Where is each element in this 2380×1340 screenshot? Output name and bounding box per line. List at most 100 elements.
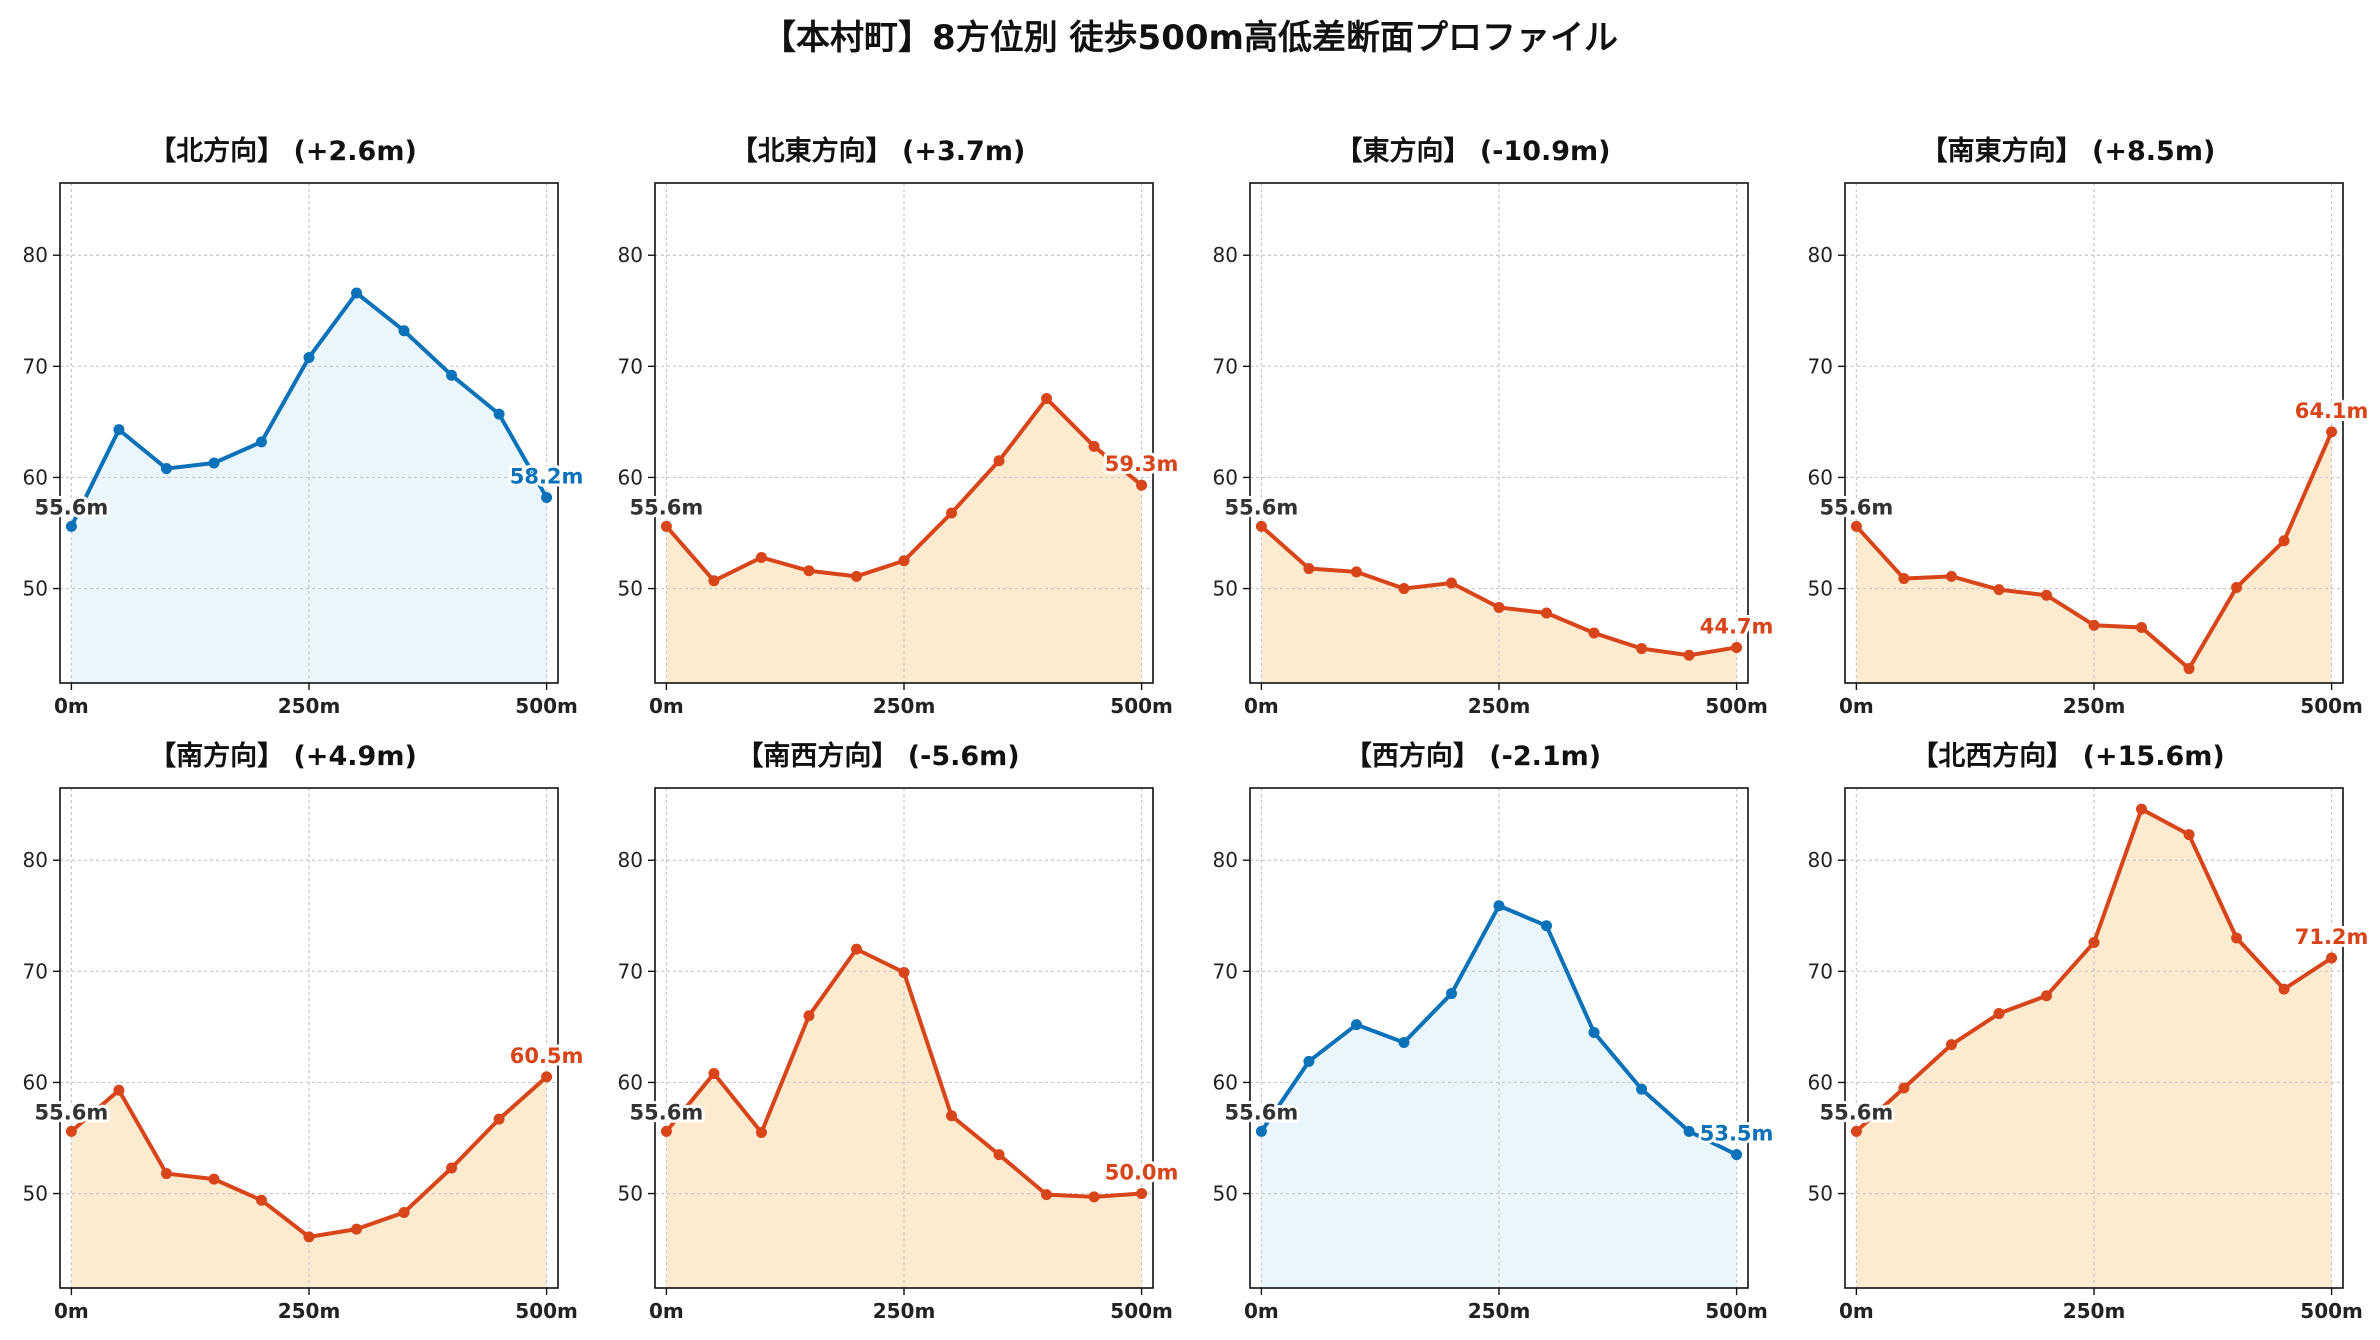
- data-point: [660, 520, 672, 532]
- y-tick-label: 70: [1808, 959, 1833, 983]
- data-point: [1850, 520, 1862, 532]
- end-value-label: 60.5m: [510, 1044, 584, 1068]
- data-point: [2326, 426, 2338, 438]
- data-point: [2326, 952, 2338, 964]
- panel-northeast: 【北東方向】 (+3.7m) 50 60 70 80 0m 250m 500m 55.6m 59…: [595, 130, 1182, 720]
- data-point: [255, 1194, 267, 1206]
- area-fill: [71, 293, 547, 683]
- y-tick-label: 60: [1213, 1070, 1238, 1094]
- chart-northwest: 50 60 70 80 0m 250m 500m 55.6m 71.2m: [1808, 787, 2371, 1323]
- data-point: [1850, 1125, 1862, 1137]
- data-point: [1588, 1026, 1600, 1038]
- data-point: [2278, 983, 2290, 995]
- x-tick-label: 250m: [2063, 694, 2126, 718]
- data-point: [446, 1162, 458, 1174]
- x-tick-label: 500m: [2300, 1299, 2363, 1323]
- y-tick-label: 60: [618, 1070, 643, 1094]
- x-tick-label: 250m: [1468, 1299, 1531, 1323]
- data-point: [1493, 900, 1505, 912]
- y-tick-label: 60: [618, 465, 643, 489]
- area-fill: [1261, 526, 1737, 683]
- data-point: [2183, 663, 2195, 675]
- data-point: [208, 457, 220, 469]
- panel-southwest: 【南西方向】 (-5.6m) 50 60 70 80 0m 250m 500m 55.6m 50…: [595, 735, 1182, 1325]
- area-fill: [666, 398, 1142, 683]
- x-tick-label: 250m: [1468, 694, 1531, 718]
- data-point: [1683, 649, 1695, 661]
- data-point: [1541, 920, 1553, 932]
- x-tick-label: 0m: [649, 694, 684, 718]
- chart-southwest: 50 60 70 80 0m 250m 500m 55.6m 50.0m: [618, 787, 1181, 1323]
- data-point: [1898, 573, 1910, 585]
- data-point: [1088, 440, 1100, 452]
- y-tick-label: 50: [1808, 577, 1833, 601]
- start-value-label: 55.6m: [35, 1100, 109, 1124]
- chart-southeast: 50 60 70 80 0m 250m 500m 55.6m 64.1m: [1808, 182, 2371, 718]
- start-value-label: 55.6m: [1225, 1100, 1299, 1124]
- data-point: [898, 555, 910, 567]
- data-point: [1088, 1191, 1100, 1203]
- data-point: [2231, 581, 2243, 593]
- y-tick-label: 80: [618, 848, 643, 872]
- data-point: [1993, 1008, 2005, 1020]
- end-value-label: 58.2m: [510, 464, 584, 488]
- data-point: [541, 491, 553, 503]
- data-point: [803, 565, 815, 577]
- data-point: [398, 325, 410, 337]
- y-tick-label: 70: [1808, 354, 1833, 378]
- data-point: [160, 463, 172, 475]
- data-point: [755, 1126, 767, 1138]
- panel-south: 【南方向】 (+4.9m) 50 60 70 80 0m 250m 500m 55.6m 60.…: [0, 735, 587, 1325]
- data-point: [1945, 570, 1957, 582]
- panel-title: 【西方向】 (-2.1m): [1344, 741, 1602, 772]
- data-point: [351, 1223, 363, 1235]
- data-point: [898, 966, 910, 978]
- data-point: [2183, 829, 2195, 841]
- panel-east: 【東方向】 (-10.9m) 50 60 70 80 0m 250m 500m 55.6m 44…: [1190, 130, 1777, 720]
- data-point: [446, 369, 458, 381]
- chart-west: 50 60 70 80 0m 250m 500m 55.6m 53.5m: [1213, 787, 1776, 1323]
- data-point: [1303, 563, 1315, 575]
- data-point: [493, 1113, 505, 1125]
- panel-title: 【南方向】 (+4.9m): [149, 741, 417, 772]
- y-tick-label: 60: [1808, 1070, 1833, 1094]
- data-point: [1588, 627, 1600, 639]
- y-tick-label: 60: [23, 465, 48, 489]
- data-point: [2136, 621, 2148, 633]
- area-fill: [71, 1076, 547, 1288]
- y-tick-label: 80: [1808, 243, 1833, 267]
- end-value-label: 71.2m: [2295, 925, 2369, 949]
- y-tick-label: 60: [1213, 465, 1238, 489]
- data-point: [65, 520, 77, 532]
- data-point: [1945, 1039, 1957, 1051]
- data-point: [2040, 990, 2052, 1002]
- y-tick-label: 80: [23, 848, 48, 872]
- x-tick-label: 500m: [1705, 694, 1768, 718]
- data-point: [1445, 988, 1457, 1000]
- y-tick-label: 60: [1808, 465, 1833, 489]
- data-point: [946, 1110, 958, 1122]
- data-point: [850, 943, 862, 955]
- data-point: [2040, 589, 2052, 601]
- data-point: [255, 436, 267, 448]
- data-point: [993, 1149, 1005, 1161]
- x-tick-label: 250m: [278, 694, 341, 718]
- data-point: [303, 1231, 315, 1243]
- data-point: [1898, 1082, 1910, 1094]
- chart-east: 50 60 70 80 0m 250m 500m 55.6m 44.7m: [1213, 182, 1776, 718]
- x-tick-label: 500m: [515, 694, 578, 718]
- data-point: [755, 551, 767, 563]
- data-point: [1683, 1125, 1695, 1137]
- data-point: [2136, 803, 2148, 815]
- x-tick-label: 500m: [1705, 1299, 1768, 1323]
- data-point: [1255, 520, 1267, 532]
- y-tick-label: 80: [1213, 243, 1238, 267]
- data-point: [708, 575, 720, 587]
- data-point: [1398, 583, 1410, 595]
- y-tick-label: 70: [1213, 959, 1238, 983]
- data-point: [2088, 619, 2100, 631]
- data-point: [2231, 932, 2243, 944]
- figure-title: 【本村町】8方位別 徒歩500m高低差断面プロファイル: [762, 18, 1618, 58]
- start-value-label: 55.6m: [630, 495, 704, 519]
- y-tick-label: 60: [23, 1070, 48, 1094]
